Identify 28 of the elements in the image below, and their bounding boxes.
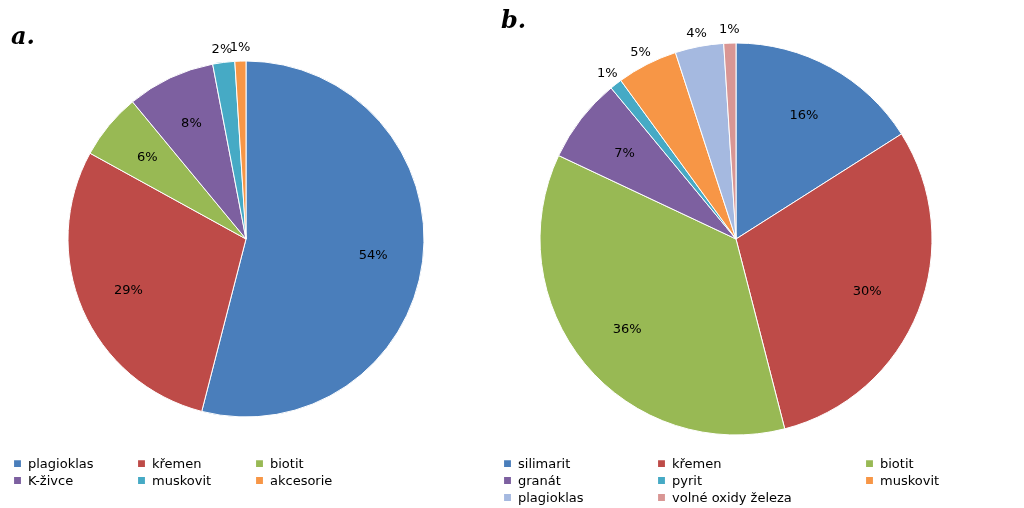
legend-label: plagioklas (518, 489, 584, 505)
data-label: 5% (630, 43, 651, 59)
chart-title: b. (501, 5, 527, 35)
legend-label: silimarit (518, 455, 571, 471)
legend-label: akcesorie (270, 472, 333, 488)
legend-label: muskovit (152, 472, 212, 488)
legend-label: biotit (270, 455, 304, 471)
data-label: 4% (686, 24, 707, 40)
legend-label: pyrit (672, 472, 702, 488)
legend-label: křemen (152, 455, 202, 471)
data-label: 7% (614, 144, 635, 160)
legend-label: křemen (672, 455, 722, 471)
data-label: 30% (852, 282, 882, 298)
data-label: 29% (113, 281, 143, 297)
legend-label: granát (518, 472, 561, 488)
data-label: 8% (181, 115, 202, 131)
data-label: 1% (719, 21, 740, 37)
data-label: 1% (596, 65, 618, 81)
data-label: 16% (789, 107, 819, 123)
chart-title: a. (11, 21, 35, 50)
legend-label: biotit (880, 455, 914, 471)
legend-label: K-živce (28, 472, 74, 488)
data-label: 54% (358, 247, 388, 263)
legend-label: volné oxidy železa (672, 489, 792, 505)
legend-label: muskovit (880, 472, 940, 488)
legend-label: plagioklas (28, 455, 94, 471)
data-label: 6% (136, 149, 158, 165)
data-label: 36% (612, 320, 642, 336)
